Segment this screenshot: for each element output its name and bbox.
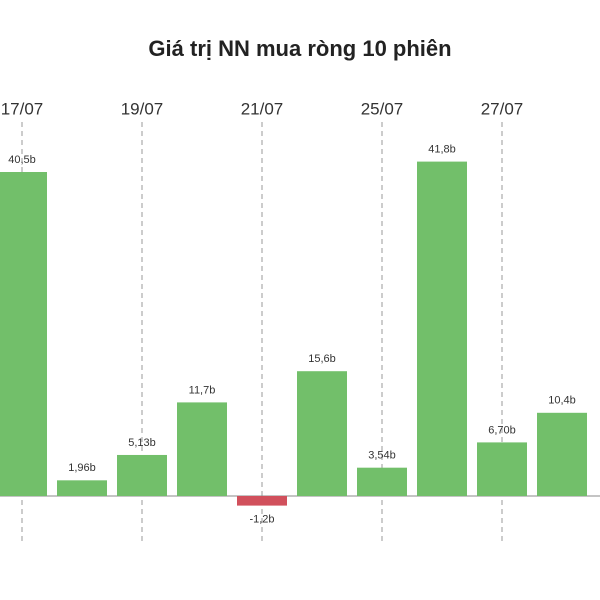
bar — [417, 161, 467, 496]
bar — [237, 496, 287, 506]
bar — [537, 412, 587, 496]
bar — [177, 402, 227, 496]
x-tick-label: 21/07 — [241, 99, 284, 118]
value-label: 41,8b — [428, 144, 456, 156]
value-label: 1,96b — [68, 462, 96, 474]
value-label: -1,2b — [249, 514, 274, 526]
bar — [117, 454, 167, 496]
x-tick-label: 27/07 — [481, 99, 524, 118]
bar — [357, 467, 407, 496]
value-label: 15,6b — [308, 353, 336, 365]
value-label: 6,70b — [488, 424, 516, 436]
bar — [57, 480, 107, 496]
value-label: 40,5b — [8, 154, 36, 166]
bar — [477, 442, 527, 496]
value-label: 5,13b — [128, 437, 156, 449]
x-tick-label: 25/07 — [361, 99, 404, 118]
value-label: 11,7b — [189, 384, 216, 396]
bar — [297, 371, 347, 496]
x-tick-label: 19/07 — [121, 99, 164, 118]
value-label: 10,4b — [548, 395, 576, 407]
value-label: 3,54b — [368, 450, 396, 462]
chart-title: Giá trị NN mua ròng 10 phiên — [148, 36, 451, 61]
bar — [0, 172, 47, 496]
x-tick-label: 17/07 — [1, 99, 44, 118]
